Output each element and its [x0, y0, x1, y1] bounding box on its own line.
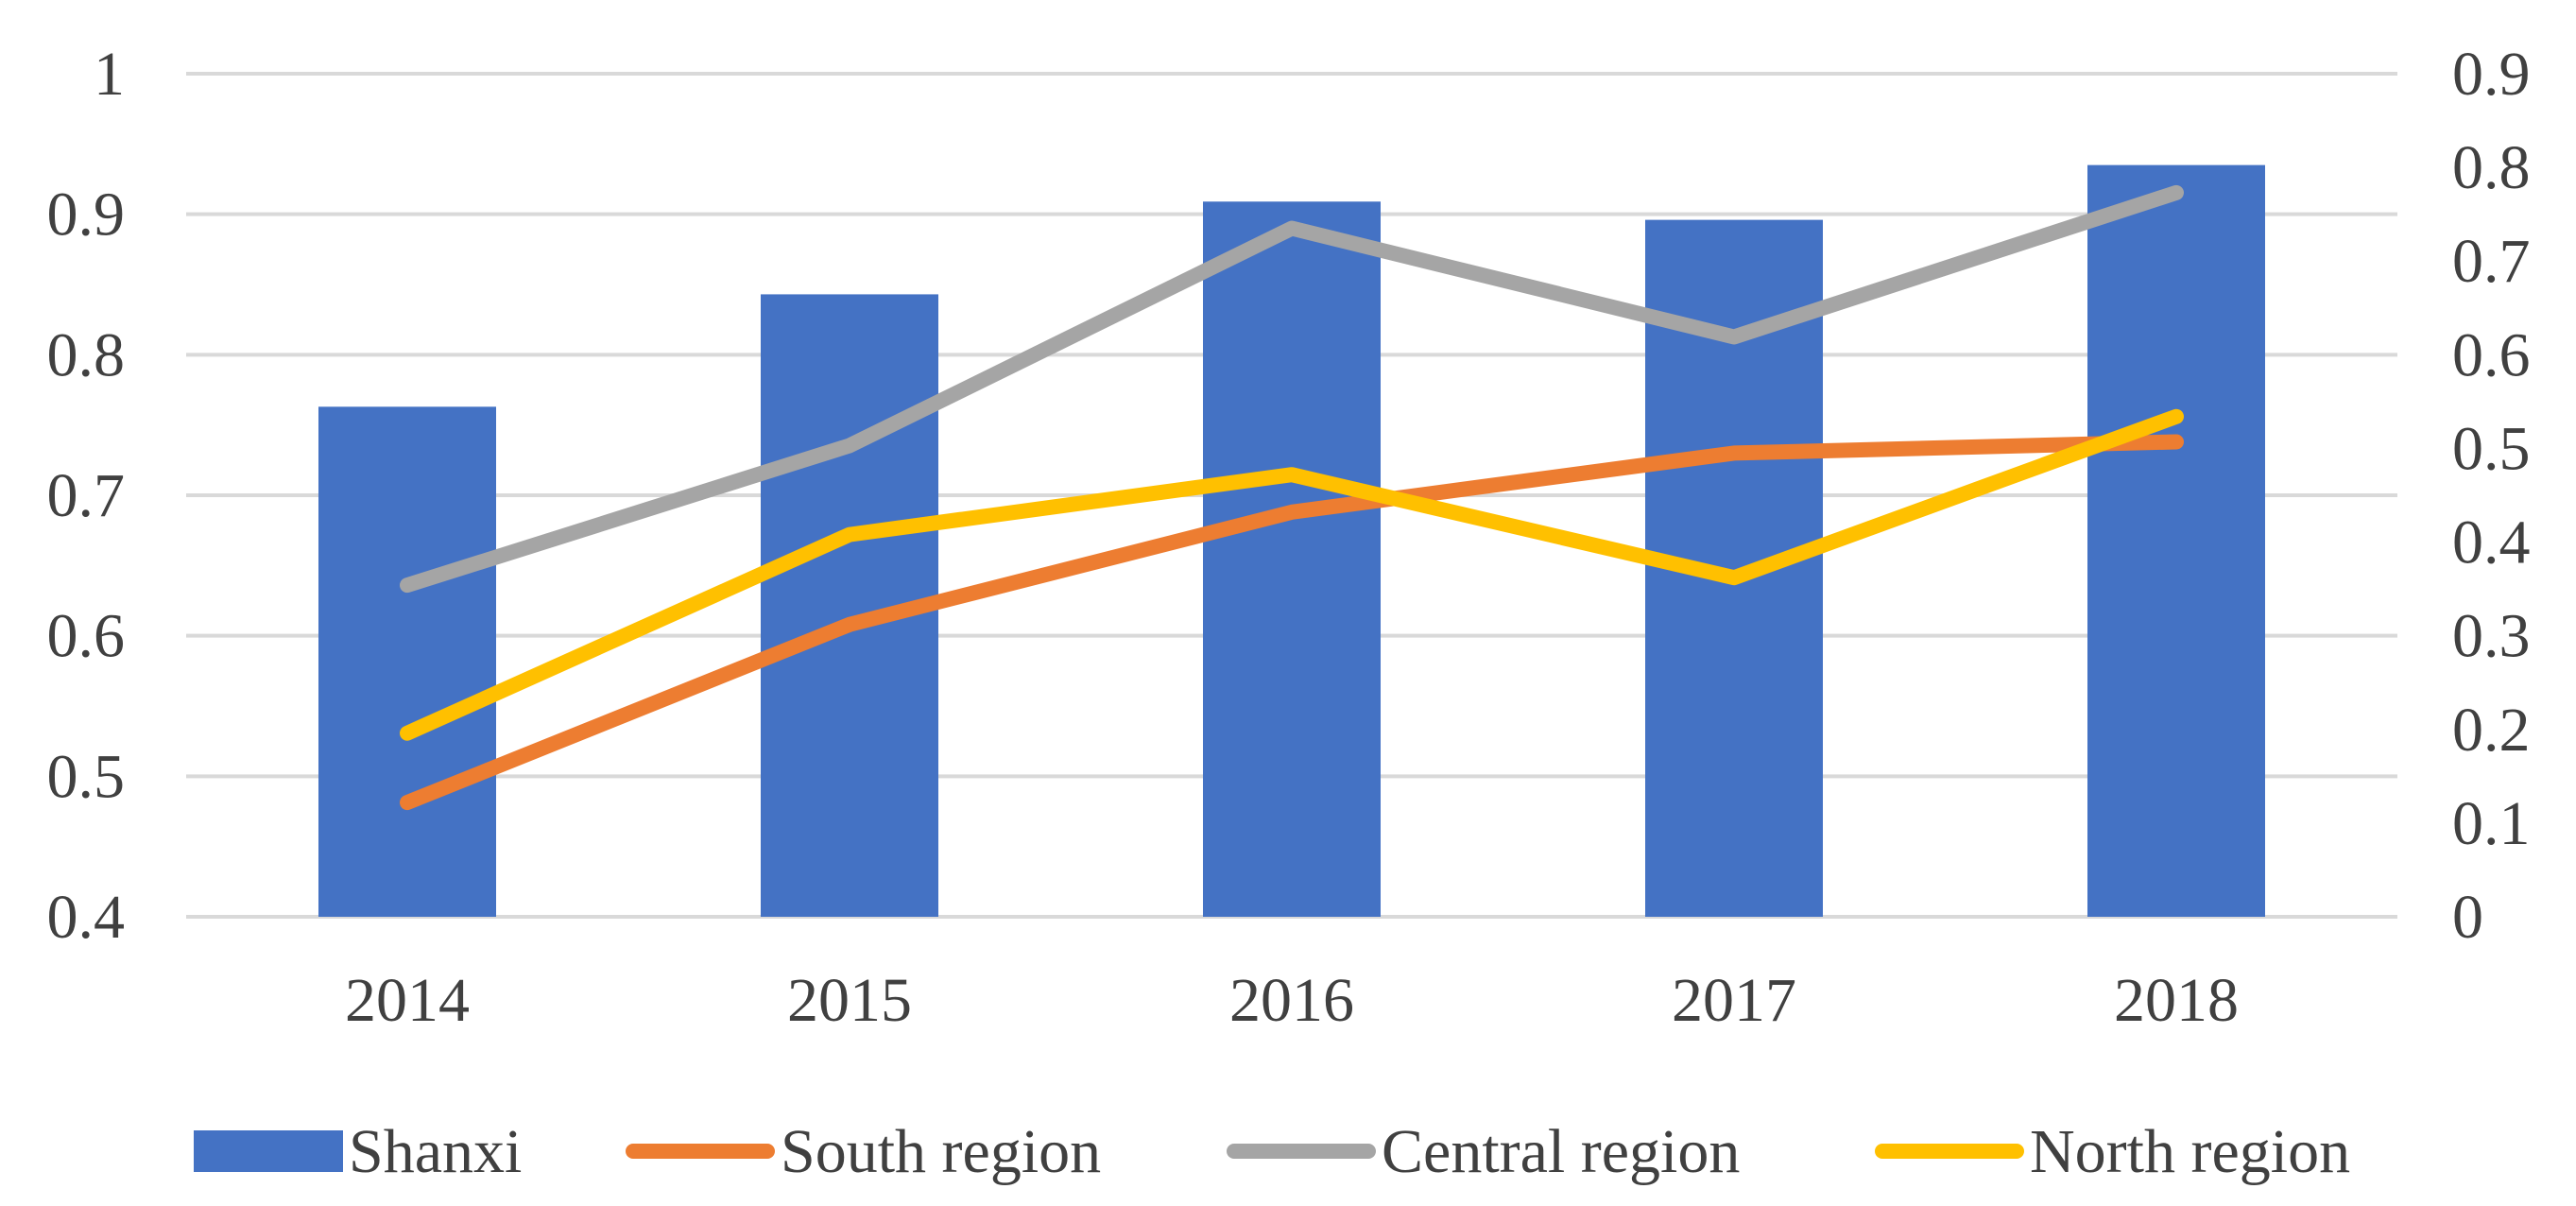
- legend-label: Shanxi: [349, 1117, 522, 1186]
- line-south-region: [400, 434, 2184, 811]
- left-y-axis: 0.4 0.5 0.6 0.7 0.8 0.9 1: [47, 40, 126, 952]
- legend-label: North region: [2030, 1117, 2350, 1186]
- right-axis-tick-label: 0.7: [2452, 227, 2531, 296]
- legend: Shanxi South region Central region North re…: [194, 1117, 2350, 1186]
- left-axis-tick-label: 0.7: [47, 461, 126, 530]
- left-axis-tick-label: 1: [94, 40, 125, 109]
- left-axis-tick-label: 0.4: [47, 883, 126, 952]
- x-axis-tick-label: 2015: [787, 966, 912, 1035]
- legend-item-south-region: South region: [626, 1117, 1101, 1186]
- bar-series-shanxi: [318, 164, 2265, 918]
- legend-swatch: [194, 1130, 343, 1172]
- right-axis-tick-label: 0: [2452, 883, 2483, 952]
- bar-shanxi-2018: [2087, 164, 2265, 918]
- right-axis-tick-label: 0.2: [2452, 696, 2531, 765]
- legend-item-central-region: Central region: [1227, 1117, 1740, 1186]
- x-axis-tick-label: 2017: [1672, 966, 1796, 1035]
- bar-shanxi-2014: [318, 406, 496, 918]
- line-series: [400, 184, 2184, 811]
- left-axis-tick-label: 0.8: [47, 320, 126, 389]
- right-axis-tick-label: 0.5: [2452, 414, 2531, 483]
- x-axis-tick-label: 2016: [1229, 966, 1354, 1035]
- line-north-region: [400, 408, 2184, 741]
- x-axis-tick-label: 2014: [345, 966, 470, 1035]
- right-y-axis: 0 0.1 0.2 0.3 0.4 0.5 0.6 0.7 0.8 0.9: [2452, 40, 2531, 952]
- left-axis-tick-label: 0.6: [47, 602, 126, 671]
- right-axis-tick-label: 0.1: [2452, 789, 2531, 858]
- x-axis-tick-label: 2018: [2114, 966, 2239, 1035]
- legend-label: Central region: [1382, 1117, 1740, 1186]
- legend-label: South region: [781, 1117, 1101, 1186]
- right-axis-tick-label: 0.9: [2452, 40, 2531, 109]
- x-axis: 2014 2015 2016 2017 2018: [345, 966, 2239, 1035]
- bar-shanxi-2016: [1203, 201, 1381, 917]
- legend-item-north-region: North region: [1875, 1117, 2350, 1186]
- right-axis-tick-label: 0.6: [2452, 320, 2531, 389]
- left-axis-tick-label: 0.5: [47, 742, 126, 811]
- legend-item-shanxi: Shanxi: [194, 1117, 522, 1186]
- left-axis-tick-label: 0.9: [47, 181, 126, 250]
- line-central-region: [400, 184, 2184, 594]
- right-axis-tick-label: 0.3: [2452, 602, 2531, 671]
- right-axis-tick-label: 0.8: [2452, 133, 2531, 202]
- right-axis-tick-label: 0.4: [2452, 508, 2531, 577]
